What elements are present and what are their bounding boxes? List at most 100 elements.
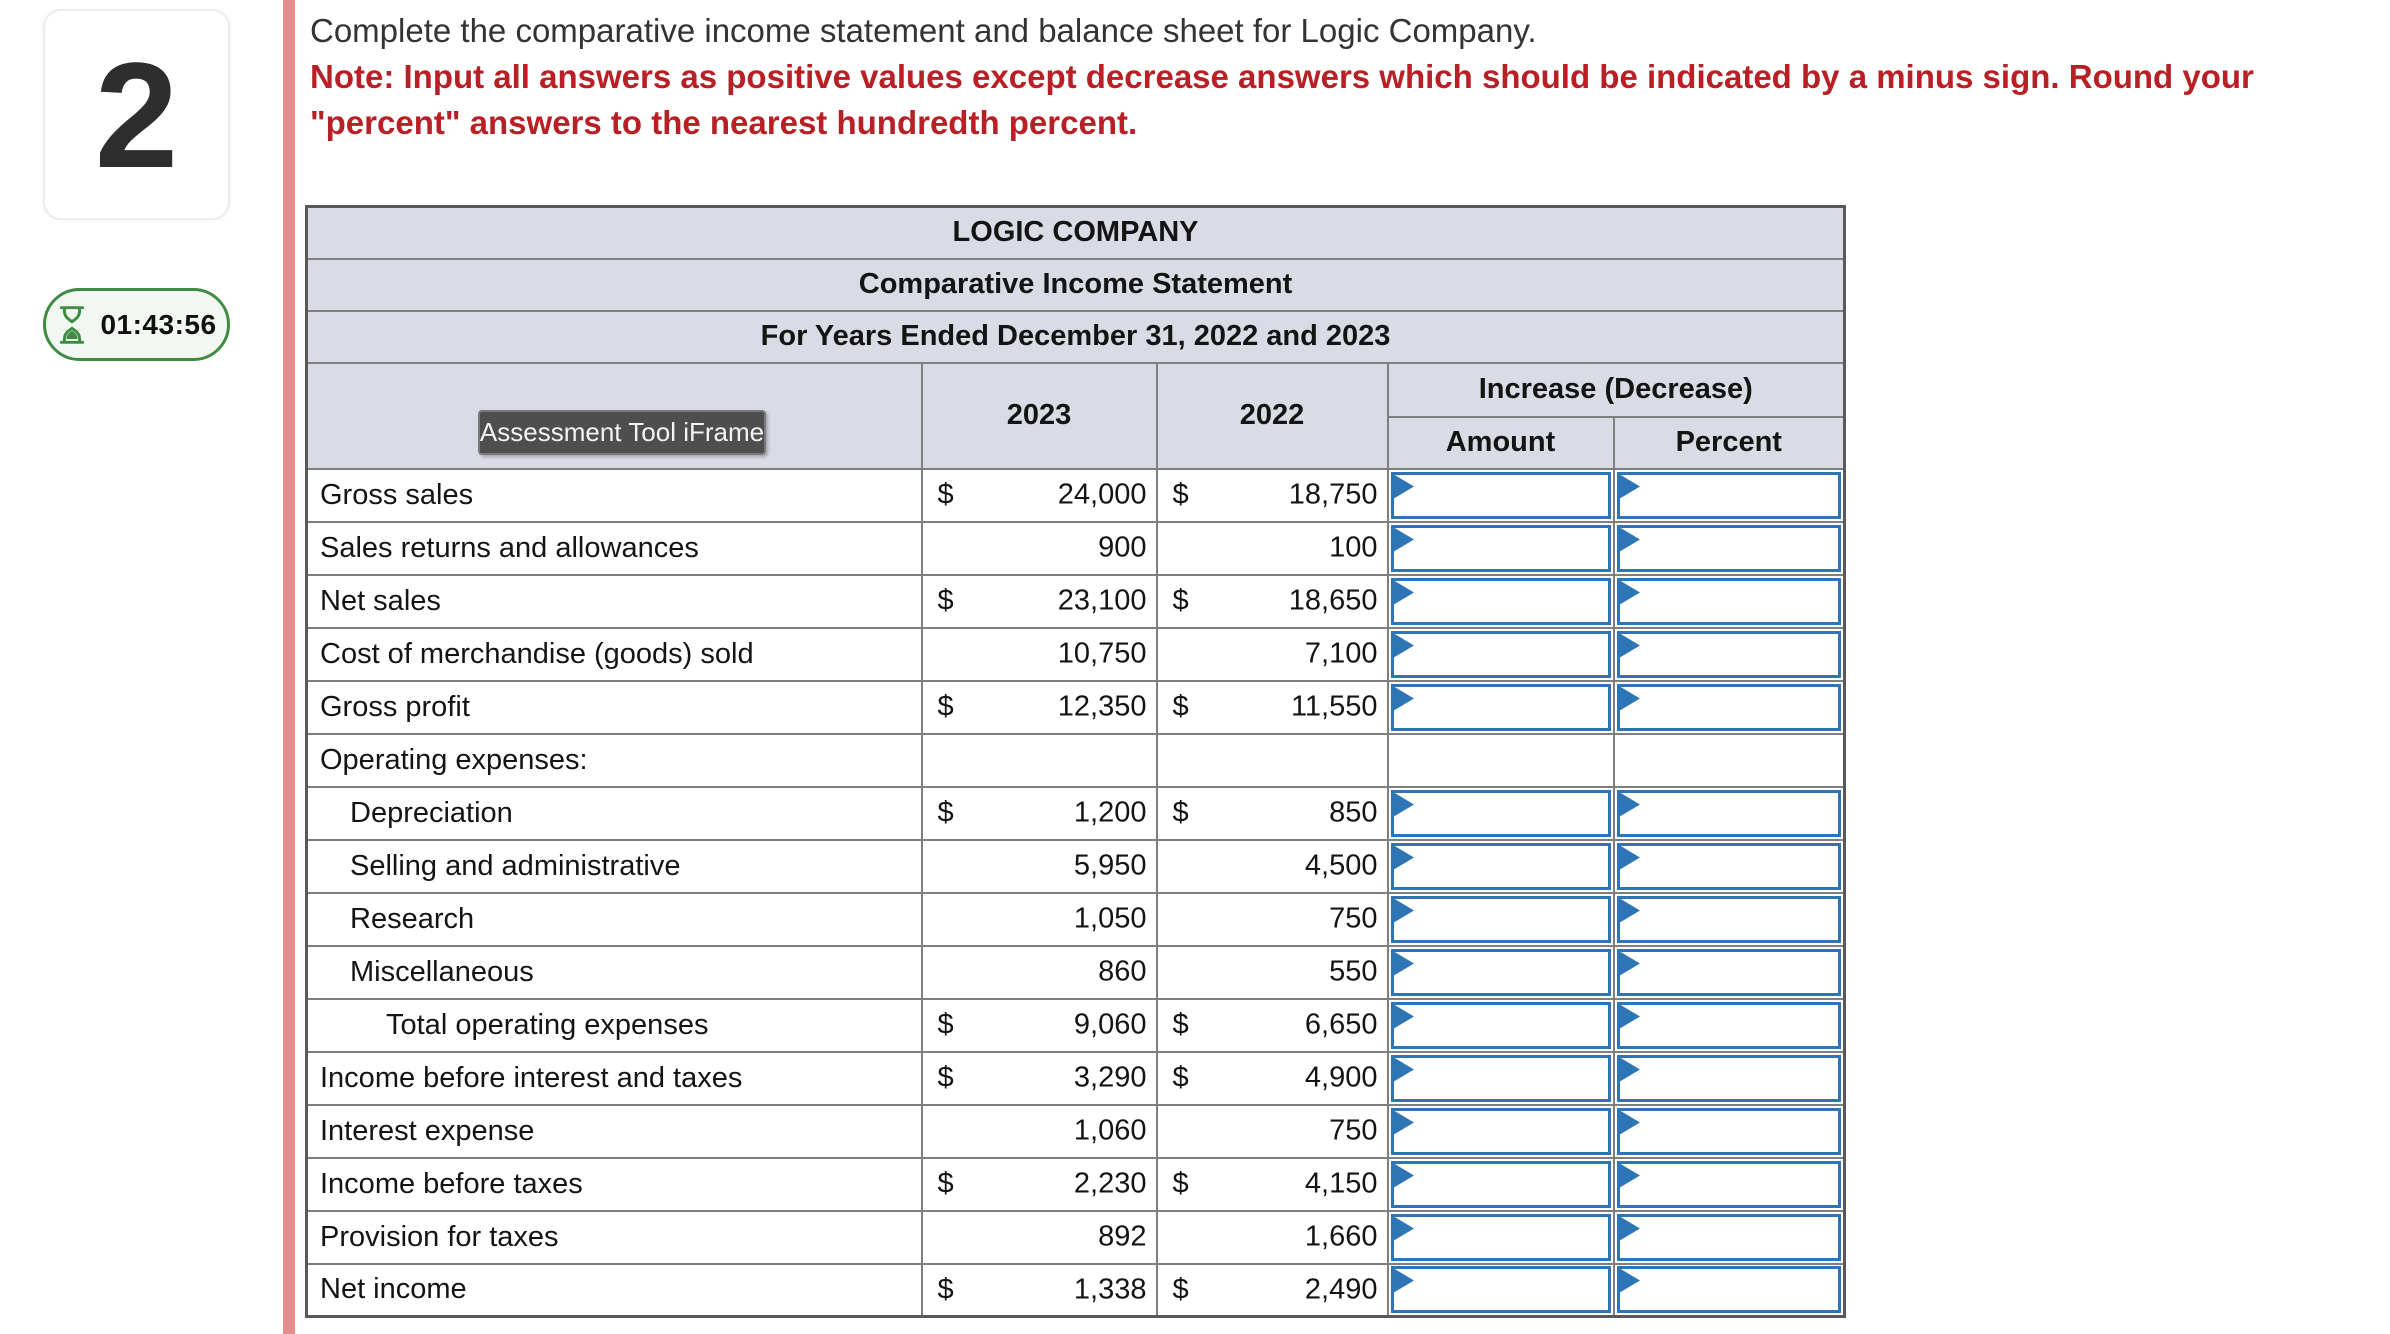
currency-symbol: $ [937, 1008, 954, 1041]
percent-cell [1612, 1262, 1846, 1318]
value-2022: 1,660 [1155, 1209, 1389, 1265]
cell-value: 18,750 [1288, 478, 1378, 511]
percent-cell [1612, 573, 1846, 629]
table-row: Sales returns and allowances 900 100 [305, 520, 1846, 576]
amount-input[interactable] [1390, 630, 1611, 678]
cell-value: 860 [1098, 955, 1147, 988]
percent-input[interactable] [1616, 1054, 1842, 1102]
percent-input[interactable] [1616, 895, 1842, 943]
question-number-card: 2 [43, 9, 230, 220]
value-2023: $3,290 [920, 1050, 1158, 1106]
row-label: Gross sales [305, 467, 923, 523]
percent-input[interactable] [1616, 789, 1842, 837]
currency-symbol: $ [937, 690, 954, 723]
cell-value: 4,900 [1304, 1061, 1378, 1094]
percent-cell [1612, 1209, 1846, 1265]
cell-value: 1,050 [1073, 902, 1147, 935]
input-marker-icon [1618, 526, 1640, 552]
cell-value: 2,490 [1304, 1273, 1378, 1306]
cell-value: 750 [1329, 902, 1378, 935]
percent-cell [1612, 891, 1846, 947]
input-marker-icon [1392, 897, 1414, 923]
input-marker-icon [1392, 950, 1414, 976]
amount-cell [1386, 785, 1615, 841]
amount-input[interactable] [1390, 524, 1611, 572]
currency-symbol: $ [1172, 690, 1189, 723]
amount-input[interactable] [1390, 842, 1611, 890]
input-marker-icon [1618, 1268, 1640, 1294]
value-2023 [920, 732, 1158, 788]
question-accent-bar [283, 0, 295, 1334]
percent-input[interactable] [1616, 1107, 1842, 1155]
currency-symbol: $ [937, 478, 954, 511]
value-2022: 100 [1155, 520, 1389, 576]
amount-cell [1386, 1156, 1615, 1212]
cell-value: 1,338 [1073, 1273, 1147, 1306]
percent-cell [1612, 626, 1846, 682]
percent-input[interactable] [1616, 948, 1842, 996]
table-row: Interest expense 1,060 750 [305, 1103, 1846, 1159]
percent-input[interactable] [1616, 1213, 1842, 1261]
value-2023: $1,338 [920, 1262, 1158, 1318]
amount-input[interactable] [1390, 1107, 1611, 1155]
value-2022: $850 [1155, 785, 1389, 841]
row-label: Interest expense [305, 1103, 923, 1159]
cell-value: 4,150 [1304, 1167, 1378, 1200]
percent-input[interactable] [1616, 1001, 1842, 1049]
column-header-percent: Percent [1612, 415, 1846, 470]
value-2022: $4,900 [1155, 1050, 1389, 1106]
amount-input[interactable] [1390, 789, 1611, 837]
percent-input[interactable] [1616, 683, 1842, 731]
amount-input[interactable] [1390, 1054, 1611, 1102]
percent-input[interactable] [1616, 524, 1842, 572]
percent-input[interactable] [1616, 630, 1842, 678]
amount-input[interactable] [1390, 471, 1611, 519]
amount-input[interactable] [1390, 948, 1611, 996]
cell-value: 1,200 [1073, 796, 1147, 829]
input-marker-icon [1618, 1215, 1640, 1241]
cell-value: 11,550 [1290, 690, 1378, 723]
amount-input[interactable] [1390, 577, 1611, 625]
amount-input[interactable] [1390, 1213, 1611, 1261]
amount-cell [1386, 679, 1615, 735]
column-header-2023: 2023 [920, 361, 1158, 470]
percent-cell [1612, 1103, 1846, 1159]
percent-input[interactable] [1616, 1160, 1842, 1208]
percent-input[interactable] [1616, 471, 1842, 519]
percent-input[interactable] [1616, 1266, 1842, 1314]
input-marker-icon [1392, 1003, 1414, 1029]
amount-input[interactable] [1390, 1160, 1611, 1208]
input-marker-icon [1392, 685, 1414, 711]
value-2023: 1,050 [920, 891, 1158, 947]
percent-input[interactable] [1616, 842, 1842, 890]
currency-symbol: $ [937, 1167, 954, 1200]
amount-cell [1386, 891, 1615, 947]
cell-value: 2,230 [1073, 1167, 1147, 1200]
percent-cell [1612, 997, 1846, 1053]
amount-input[interactable] [1390, 683, 1611, 731]
cell-value: 18,650 [1288, 584, 1378, 617]
amount-input[interactable] [1390, 1001, 1611, 1049]
value-2023: 10,750 [920, 626, 1158, 682]
value-2022: $11,550 [1155, 679, 1389, 735]
currency-symbol: $ [1172, 1167, 1189, 1200]
amount-input[interactable] [1390, 895, 1611, 943]
amount-cell [1386, 626, 1615, 682]
income-statement-sheet: LOGIC COMPANY Comparative Income Stateme… [305, 205, 1847, 1318]
percent-cell [1612, 520, 1846, 576]
percent-cell [1612, 732, 1846, 788]
value-2022: $18,750 [1155, 467, 1389, 523]
value-2022: $2,490 [1155, 1262, 1389, 1318]
percent-input[interactable] [1616, 577, 1842, 625]
table-row: Selling and administrative 5,950 4,500 [305, 838, 1846, 894]
input-marker-icon [1392, 1109, 1414, 1135]
value-2023: $1,200 [920, 785, 1158, 841]
note-text-line1: Note: Input all answers as positive valu… [310, 58, 2254, 95]
value-2023: 892 [920, 1209, 1158, 1265]
input-marker-icon [1618, 1162, 1640, 1188]
table-row: Miscellaneous 860 550 [305, 944, 1846, 1000]
table-row: Gross profit $12,350 $11,550 [305, 679, 1846, 735]
assessment-tool-iframe-badge: Assessment Tool iFrame [478, 410, 766, 455]
amount-input[interactable] [1390, 1266, 1611, 1314]
amount-cell [1386, 1262, 1615, 1318]
